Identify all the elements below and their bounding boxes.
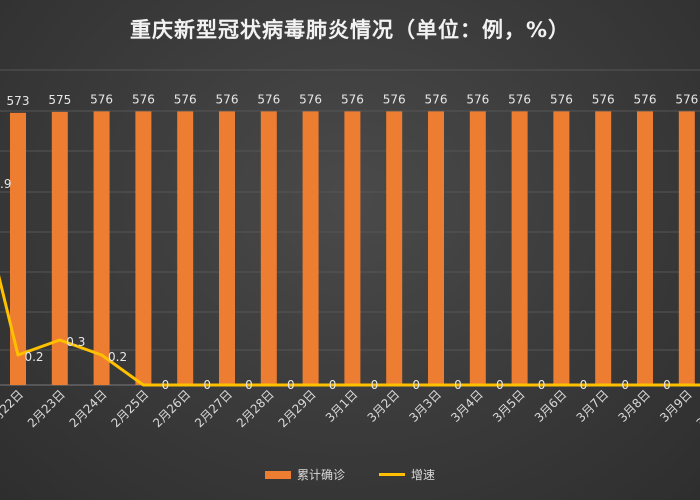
bar-12 (511, 111, 528, 386)
bar-7 (302, 111, 319, 386)
bar-8 (344, 111, 361, 386)
bar-4 (177, 111, 194, 386)
x-tick-label-12: 3月5日 (490, 387, 528, 425)
legend: 累计确诊 增速 (0, 466, 700, 483)
x-tick-label-2: 2月24日 (67, 387, 110, 430)
legend-label-bar: 累计确诊 (296, 468, 345, 482)
bar-label-4: 576 (174, 92, 197, 106)
line-label-7: 0 (329, 378, 337, 392)
bar-5 (219, 111, 235, 386)
line-label-10: 0 (454, 378, 462, 392)
x-tick-label-8: 3月1日 (323, 387, 361, 425)
bar-label-6: 576 (257, 92, 280, 106)
legend-item-line: 增速 (379, 466, 435, 483)
bar-label-13: 576 (550, 92, 573, 106)
line-label-13: 0 (580, 378, 588, 392)
line-label-2: 0.2 (108, 350, 127, 364)
bar-9 (386, 111, 403, 386)
x-tick-label-1: 2月23日 (25, 387, 68, 430)
bar-label-16: 576 (675, 92, 698, 106)
bar-label-2: 576 (90, 92, 113, 106)
line-label-11: 0 (496, 378, 504, 392)
bar-label-0: 573 (7, 94, 30, 108)
bar-label-11: 576 (466, 92, 489, 106)
bar-label-1: 575 (48, 93, 71, 107)
line-label-5: 0 (245, 378, 253, 392)
bar-2 (93, 111, 110, 386)
bar-label-14: 576 (592, 92, 615, 106)
bar-11 (469, 111, 486, 386)
x-tick-label-5: 2月27日 (192, 387, 235, 430)
bar-10 (428, 111, 444, 386)
bar-0 (10, 112, 26, 385)
x-tick-label-4: 2月26日 (150, 387, 193, 430)
bar-label-10: 576 (425, 92, 448, 106)
x-tick-label-14: 3月7日 (574, 387, 612, 425)
x-tick-label-9: 3月2日 (365, 387, 403, 425)
x-tick-label-17: 3月10日 (694, 387, 700, 430)
bar-3 (135, 111, 152, 386)
x-tick-label-7: 2月29日 (276, 387, 319, 430)
line-label-9: 0 (412, 378, 420, 392)
bar-15 (637, 111, 653, 386)
line-label-4: 0 (203, 378, 211, 392)
bar-label-3: 576 (132, 92, 155, 106)
bar-14 (595, 111, 612, 386)
x-tick-label-0: 2月22日 (0, 387, 26, 430)
line-label-14: 0 (621, 378, 629, 392)
legend-label-line: 增速 (411, 468, 436, 482)
x-tick-label-3: 2月25日 (108, 387, 151, 430)
line-label-6: 0 (287, 378, 295, 392)
x-tick-label-15: 3月8日 (615, 387, 653, 425)
legend-swatch-line (379, 473, 405, 476)
x-tick-label-13: 3月6日 (532, 387, 570, 425)
bar-label-8: 576 (341, 92, 364, 106)
bar-label-12: 576 (508, 92, 531, 106)
line-label-8: 0 (371, 378, 379, 392)
line-label-0: 0.2 (24, 350, 43, 364)
bar-1 (51, 111, 68, 385)
bar-16 (678, 111, 695, 386)
x-tick-label-10: 3月3日 (406, 387, 444, 425)
line-label-partial: .9 (0, 177, 11, 191)
bar-13 (553, 111, 570, 386)
legend-item-bar: 累计确诊 (264, 466, 345, 483)
x-tick-label-11: 3月4日 (448, 387, 486, 425)
bar-label-15: 576 (634, 92, 657, 106)
chart-title: 重庆新型冠状病毒肺炎情况（单位：例，%） (129, 18, 571, 42)
line-label-12: 0 (538, 378, 546, 392)
bar-label-5: 576 (216, 92, 239, 106)
bar-label-7: 576 (299, 92, 322, 106)
x-tick-label-6: 2月28日 (234, 387, 277, 430)
bar-6 (260, 111, 277, 386)
x-tick-label-16: 3月9日 (657, 387, 695, 425)
line-label-1: 0.3 (66, 335, 85, 349)
line-label-15: 0 (663, 378, 671, 392)
line-series-path (0, 274, 700, 387)
line-label-3: 0 (162, 378, 170, 392)
legend-swatch-bar (264, 470, 291, 479)
bar-label-9: 576 (383, 92, 406, 106)
